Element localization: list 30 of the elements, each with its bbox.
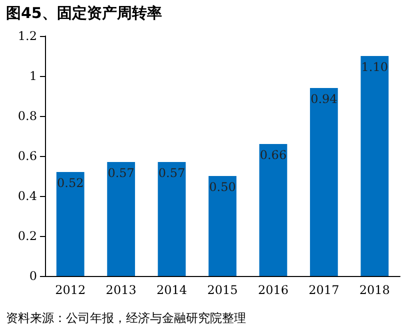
data-label: 0.52: [57, 176, 84, 190]
text: 资料来源：公司年报，经济与金融研究院整理: [6, 310, 246, 327]
bar: [310, 88, 338, 276]
x-tick-label: 2013: [106, 283, 136, 297]
x-tick-label: 2018: [359, 283, 390, 297]
data-label: 0.66: [260, 148, 287, 162]
x-tick-label: 2017: [308, 283, 340, 297]
x-tick-label: 2014: [156, 283, 188, 297]
x-tick-label: 2012: [55, 283, 86, 297]
data-label: 1.10: [361, 60, 388, 74]
data-label: 0.94: [310, 92, 338, 106]
y-tick-label: 0.2: [18, 229, 37, 243]
y-tick-label: 0.4: [18, 189, 38, 203]
bar: [158, 162, 186, 276]
chart-title: 图45、固定资产周转率: [6, 4, 162, 23]
y-tick-label: 0.8: [18, 109, 37, 123]
data-label: 0.50: [209, 180, 236, 194]
x-tick-label: 2016: [258, 283, 288, 297]
bar: [107, 162, 136, 276]
data-label: 0.57: [158, 166, 186, 180]
bar: [208, 176, 236, 276]
data-label: 0.57: [108, 166, 134, 180]
bar: [56, 172, 84, 276]
y-tick-label: 1: [29, 69, 37, 83]
bar: [360, 56, 389, 276]
bar: [259, 144, 288, 276]
y-tick-label: 0: [29, 269, 37, 283]
y-tick-label: 0.6: [18, 149, 37, 163]
x-tick-label: 2015: [207, 283, 238, 297]
y-tick-label: 1.2: [18, 29, 37, 43]
